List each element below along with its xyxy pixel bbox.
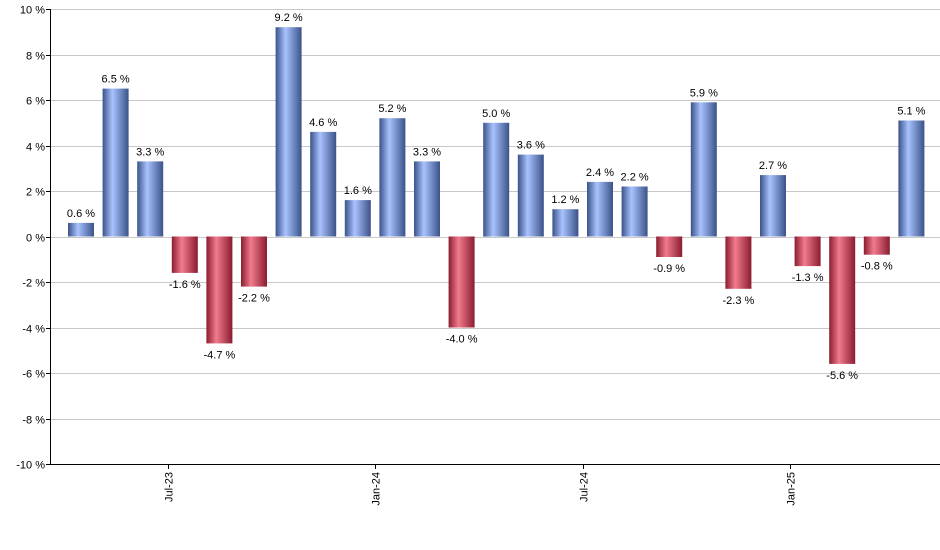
bar-value-label: 9.2 % <box>275 12 303 24</box>
bar-value-label: -4.0 % <box>446 334 478 346</box>
bar <box>552 209 579 237</box>
bar <box>760 175 786 237</box>
bars <box>68 27 925 364</box>
bar-value-label: 1.2 % <box>551 194 579 206</box>
y-tick-label: 6 % <box>26 96 45 108</box>
bar <box>483 122 510 237</box>
bar <box>725 236 752 289</box>
bar <box>656 236 683 257</box>
x-axis-ticks: Jul-23 Jan-24 Jul-24 Jan-25 <box>164 464 798 506</box>
bar <box>137 161 164 237</box>
bar-value-label: 1.6 % <box>344 185 372 197</box>
bar <box>414 161 440 237</box>
bar-value-label: -4.7 % <box>204 349 236 361</box>
bar <box>275 27 302 237</box>
y-tick-label: -10 % <box>16 460 45 472</box>
bar-value-label: 3.6 % <box>517 140 545 152</box>
y-tick-label: -4 % <box>22 324 45 336</box>
bar-value-label: -0.9 % <box>653 263 685 275</box>
bar <box>621 186 648 237</box>
bar-value-label: 5.2 % <box>378 103 406 115</box>
bar <box>448 236 475 328</box>
bar <box>206 236 233 344</box>
y-tick-label: 4 % <box>26 142 45 154</box>
y-tick-label: 2 % <box>26 187 45 199</box>
bar-value-label: 4.6 % <box>309 117 337 129</box>
bar <box>379 118 406 237</box>
bar <box>517 154 544 237</box>
y-tick-label: 10 % <box>20 5 45 17</box>
bar <box>587 181 613 237</box>
x-tick-label: Jan-25 <box>786 472 798 506</box>
bar <box>171 236 198 273</box>
bar <box>829 236 856 364</box>
y-tick-label: -2 % <box>22 278 45 290</box>
x-tick-label: Jul-23 <box>164 472 176 502</box>
bar-value-label: -2.2 % <box>238 293 270 305</box>
bar-value-label: 5.0 % <box>482 108 510 120</box>
y-tick-label: 8 % <box>26 51 45 63</box>
bar-value-label: -1.3 % <box>792 272 824 284</box>
bar-value-label: 2.2 % <box>621 172 649 184</box>
bar-value-label: 2.7 % <box>759 160 787 172</box>
bar <box>690 102 717 237</box>
bar <box>344 200 371 237</box>
y-tick-label: -6 % <box>22 369 45 381</box>
bar-value-label: 0.6 % <box>67 208 95 220</box>
x-tick-label: Jan-24 <box>371 472 383 506</box>
bar-value-label: -2.3 % <box>723 295 755 307</box>
bar <box>898 120 925 237</box>
bar-value-label: -1.6 % <box>169 279 201 291</box>
bar <box>102 88 129 237</box>
bar-value-label: 2.4 % <box>586 167 614 179</box>
x-tick-label: Jul-24 <box>579 472 591 502</box>
bar <box>863 236 890 255</box>
y-tick-label: -8 % <box>22 415 45 427</box>
bar-value-label: 3.3 % <box>136 146 164 158</box>
bar <box>241 236 267 287</box>
bar-value-label: 3.3 % <box>413 146 441 158</box>
bar <box>68 222 94 237</box>
bar-value-label: 5.1 % <box>897 106 925 118</box>
y-tick-label: 0 % <box>26 233 45 245</box>
bar-value-label: -0.8 % <box>861 261 893 273</box>
axes <box>50 9 940 465</box>
bar <box>794 236 821 267</box>
data-labels: 0.6 % 6.5 % 3.3 % -1.6 % -4.7 % -2.2 % 9.2 % 4.… <box>67 12 926 382</box>
bar <box>310 131 337 237</box>
bar-value-label: 6.5 % <box>102 74 130 86</box>
y-axis-ticks: 10 % 8 % 6 % 4 % 2 % 0 % -2 % -4 % -6 % -8 % -10 % <box>16 5 50 472</box>
bar-value-label: 5.9 % <box>690 87 718 99</box>
bar-value-label: -5.6 % <box>826 370 858 382</box>
